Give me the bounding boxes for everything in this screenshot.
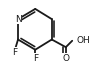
Text: OH: OH	[77, 36, 90, 45]
Text: O: O	[62, 54, 69, 63]
Text: N: N	[15, 15, 21, 24]
Text: F: F	[33, 54, 38, 63]
Text: F: F	[12, 48, 17, 57]
